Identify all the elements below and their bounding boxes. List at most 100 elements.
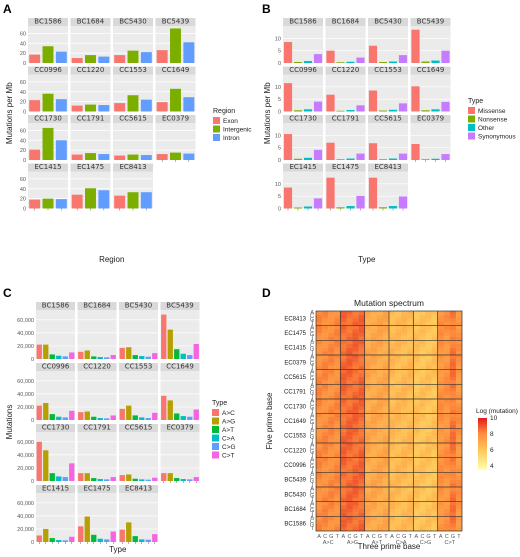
heat-cell [352,439,359,444]
heat-cell [425,523,432,528]
heat-cell [382,490,390,495]
heat-cell [419,391,426,396]
heat-cell [364,432,371,436]
heat-cell [370,501,378,506]
heat-cell [370,377,378,381]
heat-cell [370,399,378,403]
heat-cell [316,355,323,359]
c-facet-CC1553: CC1553 [119,363,158,421]
a-facet-EC8413: EC8413 [113,163,153,211]
d-row-sublabel: C [310,460,314,466]
heat-cell [413,384,420,389]
a-bar-CC1220-Intron [98,105,110,112]
heat-cell [437,311,444,315]
heat-cell [425,399,432,403]
heat-cell [389,391,396,396]
heat-cell [376,413,384,418]
heat-cell [340,498,347,502]
heat-cell [316,487,323,491]
heat-cell [352,377,359,381]
d-row-sublabel: T [311,423,315,429]
heat-cell [401,443,408,447]
heat-cell [431,468,438,473]
heat-cell [443,366,451,370]
heat-cell [443,446,451,451]
b-bar-CC1730-Other [303,157,313,160]
d-row-sublabel: A [310,398,314,404]
heat-cell [334,443,341,447]
c-plot-bg [160,432,200,481]
heat-cell [340,380,347,385]
heat-cell [340,476,347,480]
c-plot-bg [77,310,117,359]
heat-cell [455,432,463,436]
heat-cell [419,479,426,484]
heat-cell [358,355,365,359]
heat-cell [425,329,432,334]
heat-cell [437,501,444,506]
heat-cell [370,457,378,462]
heat-cell [395,333,402,337]
panel-label-b: B [262,2,271,16]
heat-cell [358,501,365,506]
heat-cell [449,424,457,429]
heat-cell [431,501,438,506]
heat-cell [449,498,457,502]
heat-cell [376,399,384,403]
heat-cell [340,325,347,330]
a-facet-CC5615: CC5615 [113,115,153,161]
d-row-sublabel: G [310,464,314,470]
heat-cell [346,373,353,378]
heat-cell [334,501,341,506]
c-bar-EC0379-C>T [193,477,199,481]
d-row-label: CC0996 [284,463,307,469]
a-ytick-label: 60 [20,177,26,183]
heat-cell [437,395,444,400]
c-bar-CC1649-C>A [180,416,186,420]
heat-cell [316,391,323,396]
heat-cell [419,454,426,458]
heat-cell [328,336,335,341]
heat-cell [340,318,347,323]
a-facet-title: BC1684 [77,18,105,26]
c-plot-bg [119,493,158,542]
b-bar-CC0996-Missense [283,83,293,112]
heat-cell [370,446,378,451]
heat-cell [395,351,402,356]
b-strip [368,18,408,26]
heat-cell [389,351,396,356]
heat-cell [413,395,420,400]
heat-cell [316,417,323,422]
heat-cell [358,520,365,524]
heat-cell [437,421,444,425]
a-strip [155,66,196,75]
heat-cell [334,446,341,451]
heat-cell [443,395,451,400]
heat-cell [401,311,408,315]
heat-cell [425,428,432,433]
heat-cell [364,362,371,367]
a-bar-EC1415-Intron [55,199,67,209]
heat-cell [328,457,335,462]
d-row-sublabel: G [310,434,314,440]
c-bar-BC5439-C>G [187,355,193,359]
heat-cell [443,358,451,363]
heat-cell [364,512,371,517]
heat-cell [389,461,396,466]
heat-cell [328,512,335,517]
heat-cell [370,402,378,407]
heat-cell [334,461,341,466]
d-row-label: CC1553 [284,434,307,440]
heat-cell [322,450,329,455]
heat-cell [455,439,463,444]
d-col-label: C [372,534,376,540]
c-legend-swatch [212,443,219,450]
b-bar-EC1415-Nonsense [293,207,303,209]
c-ytick-label: 60,000 [17,440,34,446]
heat-cell [419,476,426,480]
heat-cell [322,314,329,319]
a-bar-CC5615-Exon [114,155,126,160]
heat-cell [401,476,408,480]
d-col-label: A [342,534,346,540]
heat-cell [316,314,323,319]
